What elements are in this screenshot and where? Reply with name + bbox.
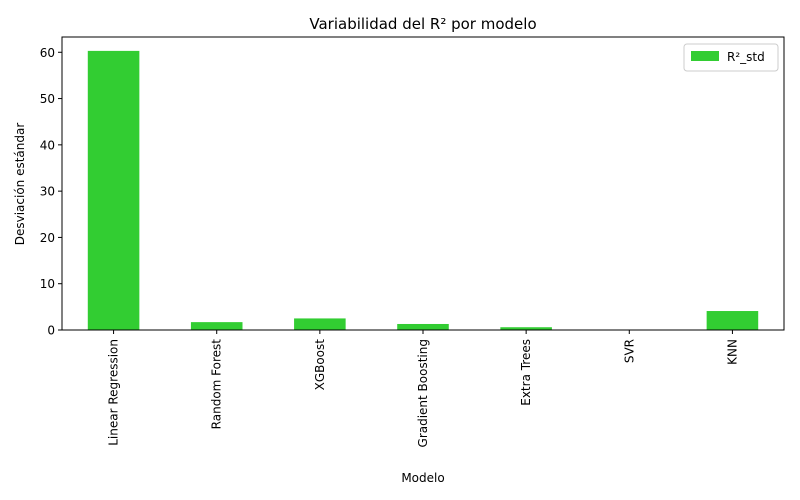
x-tick-label: Random Forest <box>210 339 224 430</box>
x-tick-label: SVR <box>622 339 636 363</box>
bar <box>397 323 449 330</box>
x-axis-label: Modelo <box>401 471 444 485</box>
bar <box>294 318 346 330</box>
y-tick-label: 10 <box>40 277 55 291</box>
x-axis: Linear Regression Random Forest XGBoost Gra… <box>107 330 739 447</box>
bar <box>706 311 759 330</box>
bar <box>190 322 243 330</box>
bar <box>87 50 140 330</box>
y-tick-label: 60 <box>40 46 55 60</box>
y-tick-label: 50 <box>40 92 55 106</box>
plot-frame <box>61 36 785 331</box>
y-tick-label: 20 <box>40 231 55 245</box>
x-tick-label: XGBoost <box>313 339 327 391</box>
x-tick-label: Gradient Boosting <box>416 339 430 447</box>
y-tick-label: 0 <box>47 324 55 338</box>
y-tick-label: 40 <box>40 138 55 152</box>
y-tick-label: 30 <box>40 185 55 199</box>
y-axis: 0 10 20 30 40 50 60 <box>40 46 62 338</box>
chart-title: Variabilidad del R² por modelo <box>309 15 536 33</box>
x-tick-label: KNN <box>725 339 739 365</box>
legend-frame <box>683 43 779 72</box>
legend-swatch <box>691 51 719 61</box>
x-tick-label: Extra Trees <box>519 339 533 406</box>
bar <box>500 327 552 330</box>
x-tick-label: Linear Regression <box>107 339 121 446</box>
y-axis-label: Desviación estándar <box>13 123 27 246</box>
legend: R²_std <box>683 43 779 72</box>
legend-label: R²_std <box>727 50 765 64</box>
bars-layer <box>87 50 759 330</box>
